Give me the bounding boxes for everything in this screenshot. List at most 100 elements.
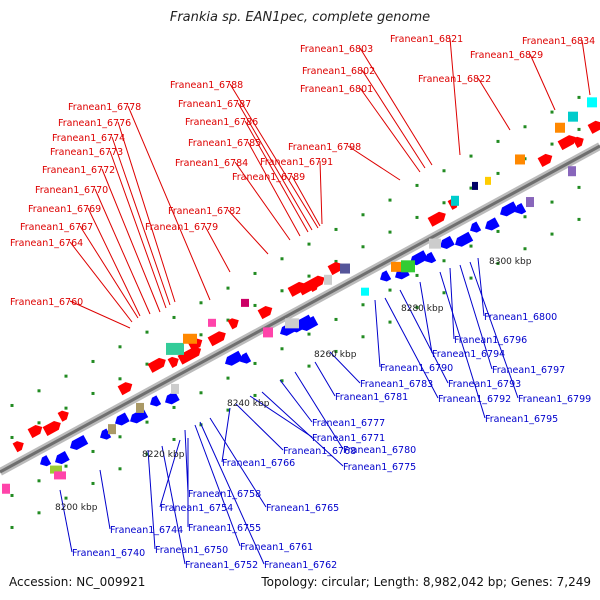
leader-line xyxy=(419,281,433,354)
reverse-gene-label: Franean1_6792 xyxy=(438,394,511,405)
tick-dot xyxy=(442,259,446,263)
tick-dot xyxy=(172,315,176,319)
leader-line xyxy=(127,105,211,301)
tick-dot xyxy=(10,435,14,439)
reverse-gene-label: Franean1_6799 xyxy=(518,394,591,405)
tick-dot xyxy=(226,318,230,322)
tick-dot xyxy=(523,125,527,129)
forward-gene-label: Franean1_6767 xyxy=(20,222,93,233)
leader-line xyxy=(204,225,231,273)
tick-dot xyxy=(145,362,149,366)
reverse-gene-arrow xyxy=(425,251,437,264)
reverse-gene-label: Franean1_6761 xyxy=(240,542,313,553)
gene-block xyxy=(108,424,116,435)
leader-line xyxy=(184,429,189,494)
leader-line xyxy=(279,379,313,423)
forward-gene-label: Franean1_6791 xyxy=(260,157,333,168)
tick-dot xyxy=(64,406,68,410)
tick-dot xyxy=(226,408,230,412)
leader-line xyxy=(449,267,455,340)
gene-block xyxy=(485,176,491,185)
gene-block xyxy=(568,166,576,177)
tick-dot xyxy=(388,230,392,234)
forward-gene-arrow xyxy=(257,306,273,320)
tick-dot xyxy=(199,391,203,395)
gene-block xyxy=(136,402,144,413)
reverse-gene-arrow xyxy=(165,391,180,405)
leader-line xyxy=(235,403,284,451)
forward-gene-arrow xyxy=(587,120,600,134)
tick-dot xyxy=(145,420,149,424)
reverse-gene-label: Franean1_6758 xyxy=(188,489,261,500)
tick-dot xyxy=(442,291,446,295)
leader-line xyxy=(117,121,176,303)
gene-block xyxy=(263,327,273,338)
tick-dot xyxy=(307,332,311,336)
tick-dot xyxy=(172,405,176,409)
gene-block xyxy=(183,333,197,344)
gene-block xyxy=(324,274,332,285)
tick-dot xyxy=(64,464,68,468)
leader-line xyxy=(314,361,336,397)
leader-line xyxy=(459,264,493,370)
reverse-gene-label: Franean1_6781 xyxy=(335,392,408,403)
forward-gene-arrow xyxy=(147,357,166,373)
leader-line xyxy=(319,160,323,225)
tick-dot xyxy=(280,257,284,261)
forward-gene-label: Franean1_6785 xyxy=(188,138,261,149)
leader-line xyxy=(199,421,265,565)
forward-gene-arrow xyxy=(57,410,69,422)
tick-dot xyxy=(577,217,581,221)
leader-line xyxy=(359,47,433,166)
tick-dot xyxy=(496,171,500,175)
reverse-gene-label: Franean1_6765 xyxy=(266,503,339,514)
reverse-gene-label: Franean1_6762 xyxy=(264,560,337,571)
leader-line xyxy=(291,175,321,227)
forward-gene-arrow xyxy=(207,331,226,347)
reverse-gene-arrow xyxy=(240,352,252,364)
leader-line xyxy=(237,102,313,231)
reverse-gene-arrow xyxy=(100,428,112,440)
leader-line xyxy=(229,83,319,229)
leader-line xyxy=(194,424,241,547)
reverse-gene-label: Franean1_6755 xyxy=(188,523,261,534)
tick-dot xyxy=(199,301,203,305)
kbp-tick-label: 8280 kbp xyxy=(401,304,444,314)
gene-block xyxy=(451,195,459,206)
forward-gene-label: Franean1_6770 xyxy=(35,185,108,196)
leader-line xyxy=(581,39,591,96)
tick-dot xyxy=(91,481,95,485)
forward-gene-label: Franean1_6764 xyxy=(10,238,83,249)
tick-dot xyxy=(37,389,41,393)
reverse-gene-arrow xyxy=(515,203,527,215)
reverse-gene-label: Franean1_6795 xyxy=(485,414,558,425)
tick-dot xyxy=(334,227,338,231)
reverse-gene-label: Franean1_6775 xyxy=(343,462,416,473)
tick-dot xyxy=(334,317,338,321)
reverse-gene-label: Franean1_6794 xyxy=(432,349,505,360)
forward-gene-label: Franean1_6821 xyxy=(390,34,463,45)
tick-dot xyxy=(145,330,149,334)
tick-dot xyxy=(577,95,581,99)
tick-dot xyxy=(469,244,473,248)
kbp-tick-label: 8300 kbp xyxy=(489,257,532,267)
tick-dot xyxy=(10,525,14,529)
leader-line xyxy=(147,449,156,550)
genome-backbone xyxy=(0,142,600,476)
tick-dot xyxy=(118,467,122,471)
leader-line xyxy=(234,161,291,241)
reverse-gene-arrow xyxy=(40,455,52,467)
forward-gene-label: Franean1_6801 xyxy=(300,84,373,95)
forward-gene-arrow xyxy=(27,425,43,439)
tick-dot xyxy=(253,271,257,275)
tick-dot xyxy=(496,139,500,143)
tick-dot xyxy=(361,303,365,307)
gene-block xyxy=(472,181,478,190)
tick-dot xyxy=(496,261,500,265)
tick-dot xyxy=(550,110,554,114)
tick-dot xyxy=(226,286,230,290)
tick-dot xyxy=(37,421,41,425)
reverse-gene-arrow xyxy=(470,221,482,233)
forward-gene-label: Franean1_6776 xyxy=(58,118,131,129)
tick-dot xyxy=(253,393,257,397)
